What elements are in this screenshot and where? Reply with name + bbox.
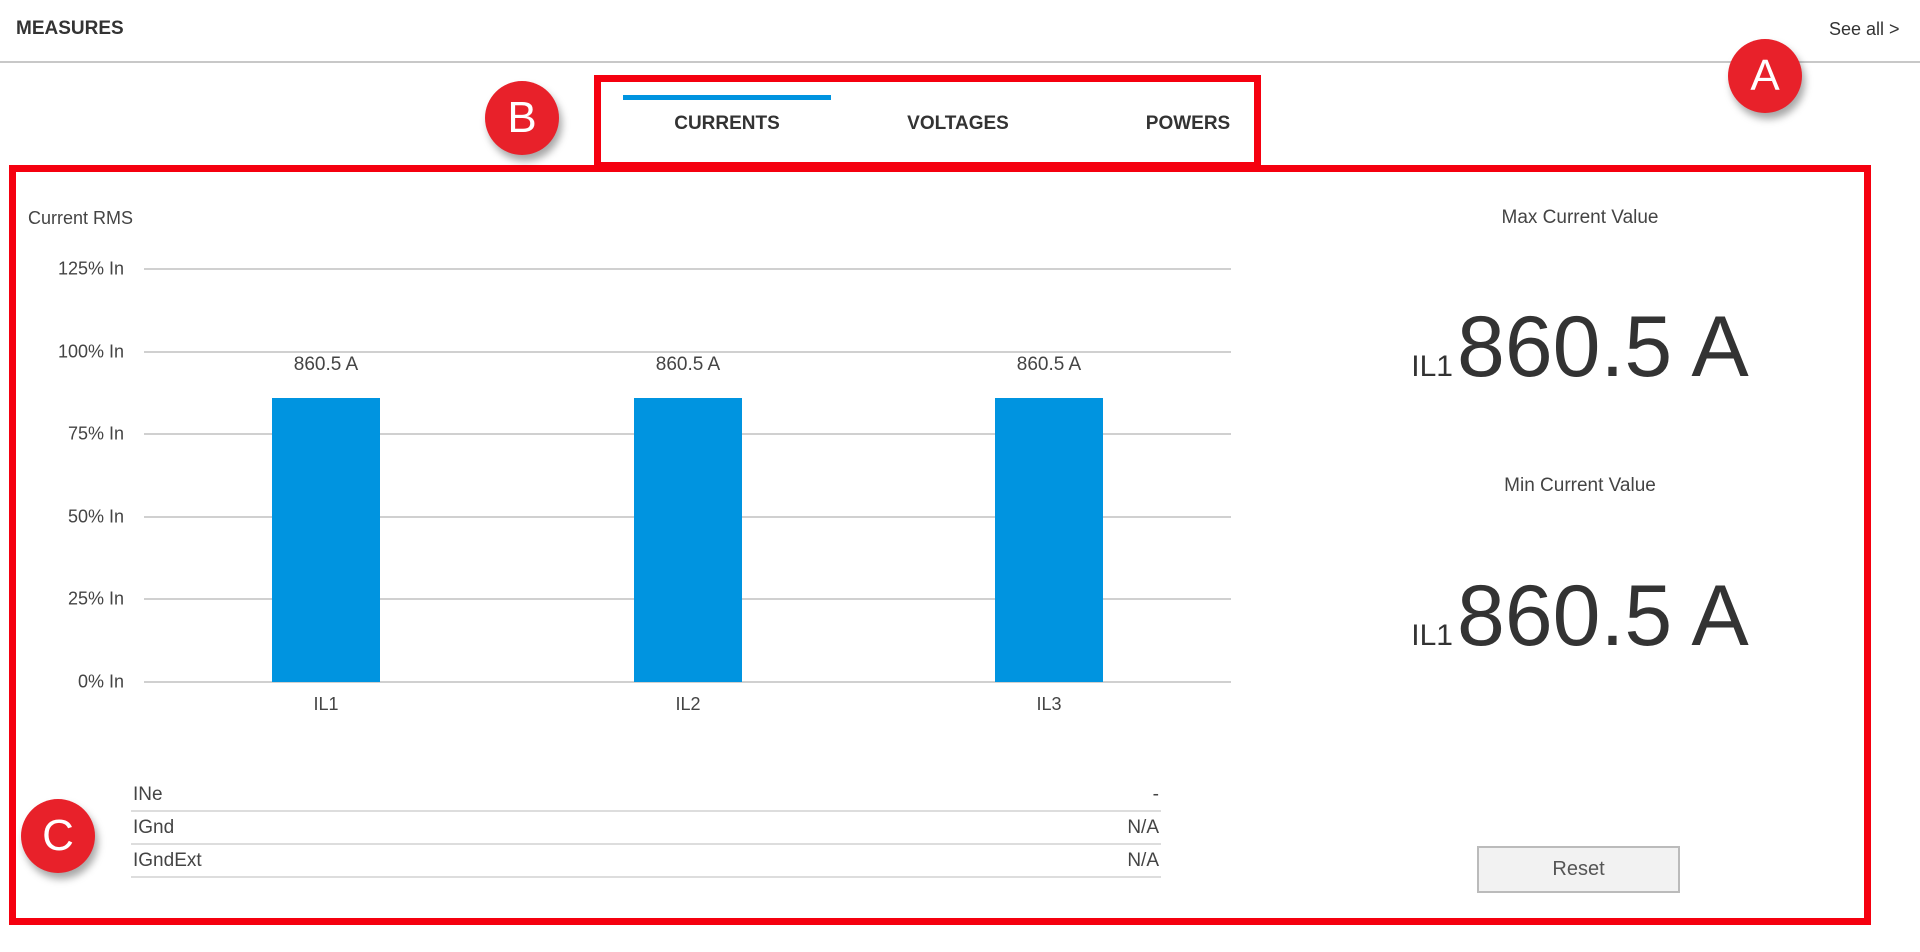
row-name: INe <box>133 783 163 805</box>
table-row-ine: INe - <box>131 779 1161 812</box>
bar-il2 <box>634 397 742 682</box>
table-row-ignd: IGnd N/A <box>131 812 1161 845</box>
callout-a: A <box>1728 39 1802 113</box>
header-divider <box>0 61 1920 63</box>
active-tab-indicator <box>623 95 831 100</box>
y-tick-label: 125% In <box>57 258 124 279</box>
row-value: N/A <box>1127 816 1159 838</box>
x-tick-label: IL3 <box>1036 694 1062 714</box>
min-current-phase: IL1 <box>1411 619 1453 652</box>
y-tick-label: 25% In <box>67 588 124 609</box>
see-all-link[interactable]: See all > <box>1829 19 1900 39</box>
gridline <box>144 268 1231 270</box>
min-current-readout: IL1860.5 A <box>1411 567 1748 666</box>
max-current-readout: IL1860.5 A <box>1411 298 1748 397</box>
y-tick-label: 75% In <box>67 423 124 444</box>
bar-value-label: 860.5 A <box>655 353 721 375</box>
table-row-igndext: IGndExt N/A <box>131 845 1161 878</box>
gridline <box>144 350 1231 353</box>
min-current-value: 860.5 A <box>1456 568 1749 664</box>
reset-button[interactable]: Reset <box>1477 846 1680 893</box>
row-value: N/A <box>1127 849 1159 871</box>
max-current-label: Max Current Value <box>1501 207 1659 228</box>
x-tick-label: IL1 <box>313 694 339 714</box>
bar-il3 <box>995 397 1103 682</box>
tab-voltages[interactable]: VOLTAGES <box>907 113 1009 134</box>
bar-il1 <box>272 397 380 682</box>
highlight-box-tabs <box>594 75 1261 169</box>
row-name: IGndExt <box>133 849 202 871</box>
x-tick-label: IL2 <box>675 694 701 714</box>
row-name: IGnd <box>133 816 175 838</box>
bar-value-label: 860.5 A <box>293 353 359 375</box>
min-current-label: Min Current Value <box>1504 475 1656 496</box>
callout-b: B <box>485 81 559 155</box>
y-tick-label: 0% In <box>77 671 124 692</box>
chart-title: Current RMS <box>28 208 134 228</box>
y-tick-label: 50% In <box>67 506 124 527</box>
row-value: - <box>1152 783 1159 805</box>
tab-currents[interactable]: CURRENTS <box>674 113 780 134</box>
tab-powers[interactable]: POWERS <box>1145 113 1231 134</box>
bar-value-label: 860.5 A <box>1016 353 1082 375</box>
max-current-value: 860.5 A <box>1456 299 1749 395</box>
gridline <box>144 681 1231 683</box>
section-title: MEASURES <box>16 18 124 39</box>
y-tick-label: 100% In <box>57 341 124 362</box>
max-current-phase: IL1 <box>1411 350 1453 383</box>
callout-c: C <box>21 799 95 873</box>
